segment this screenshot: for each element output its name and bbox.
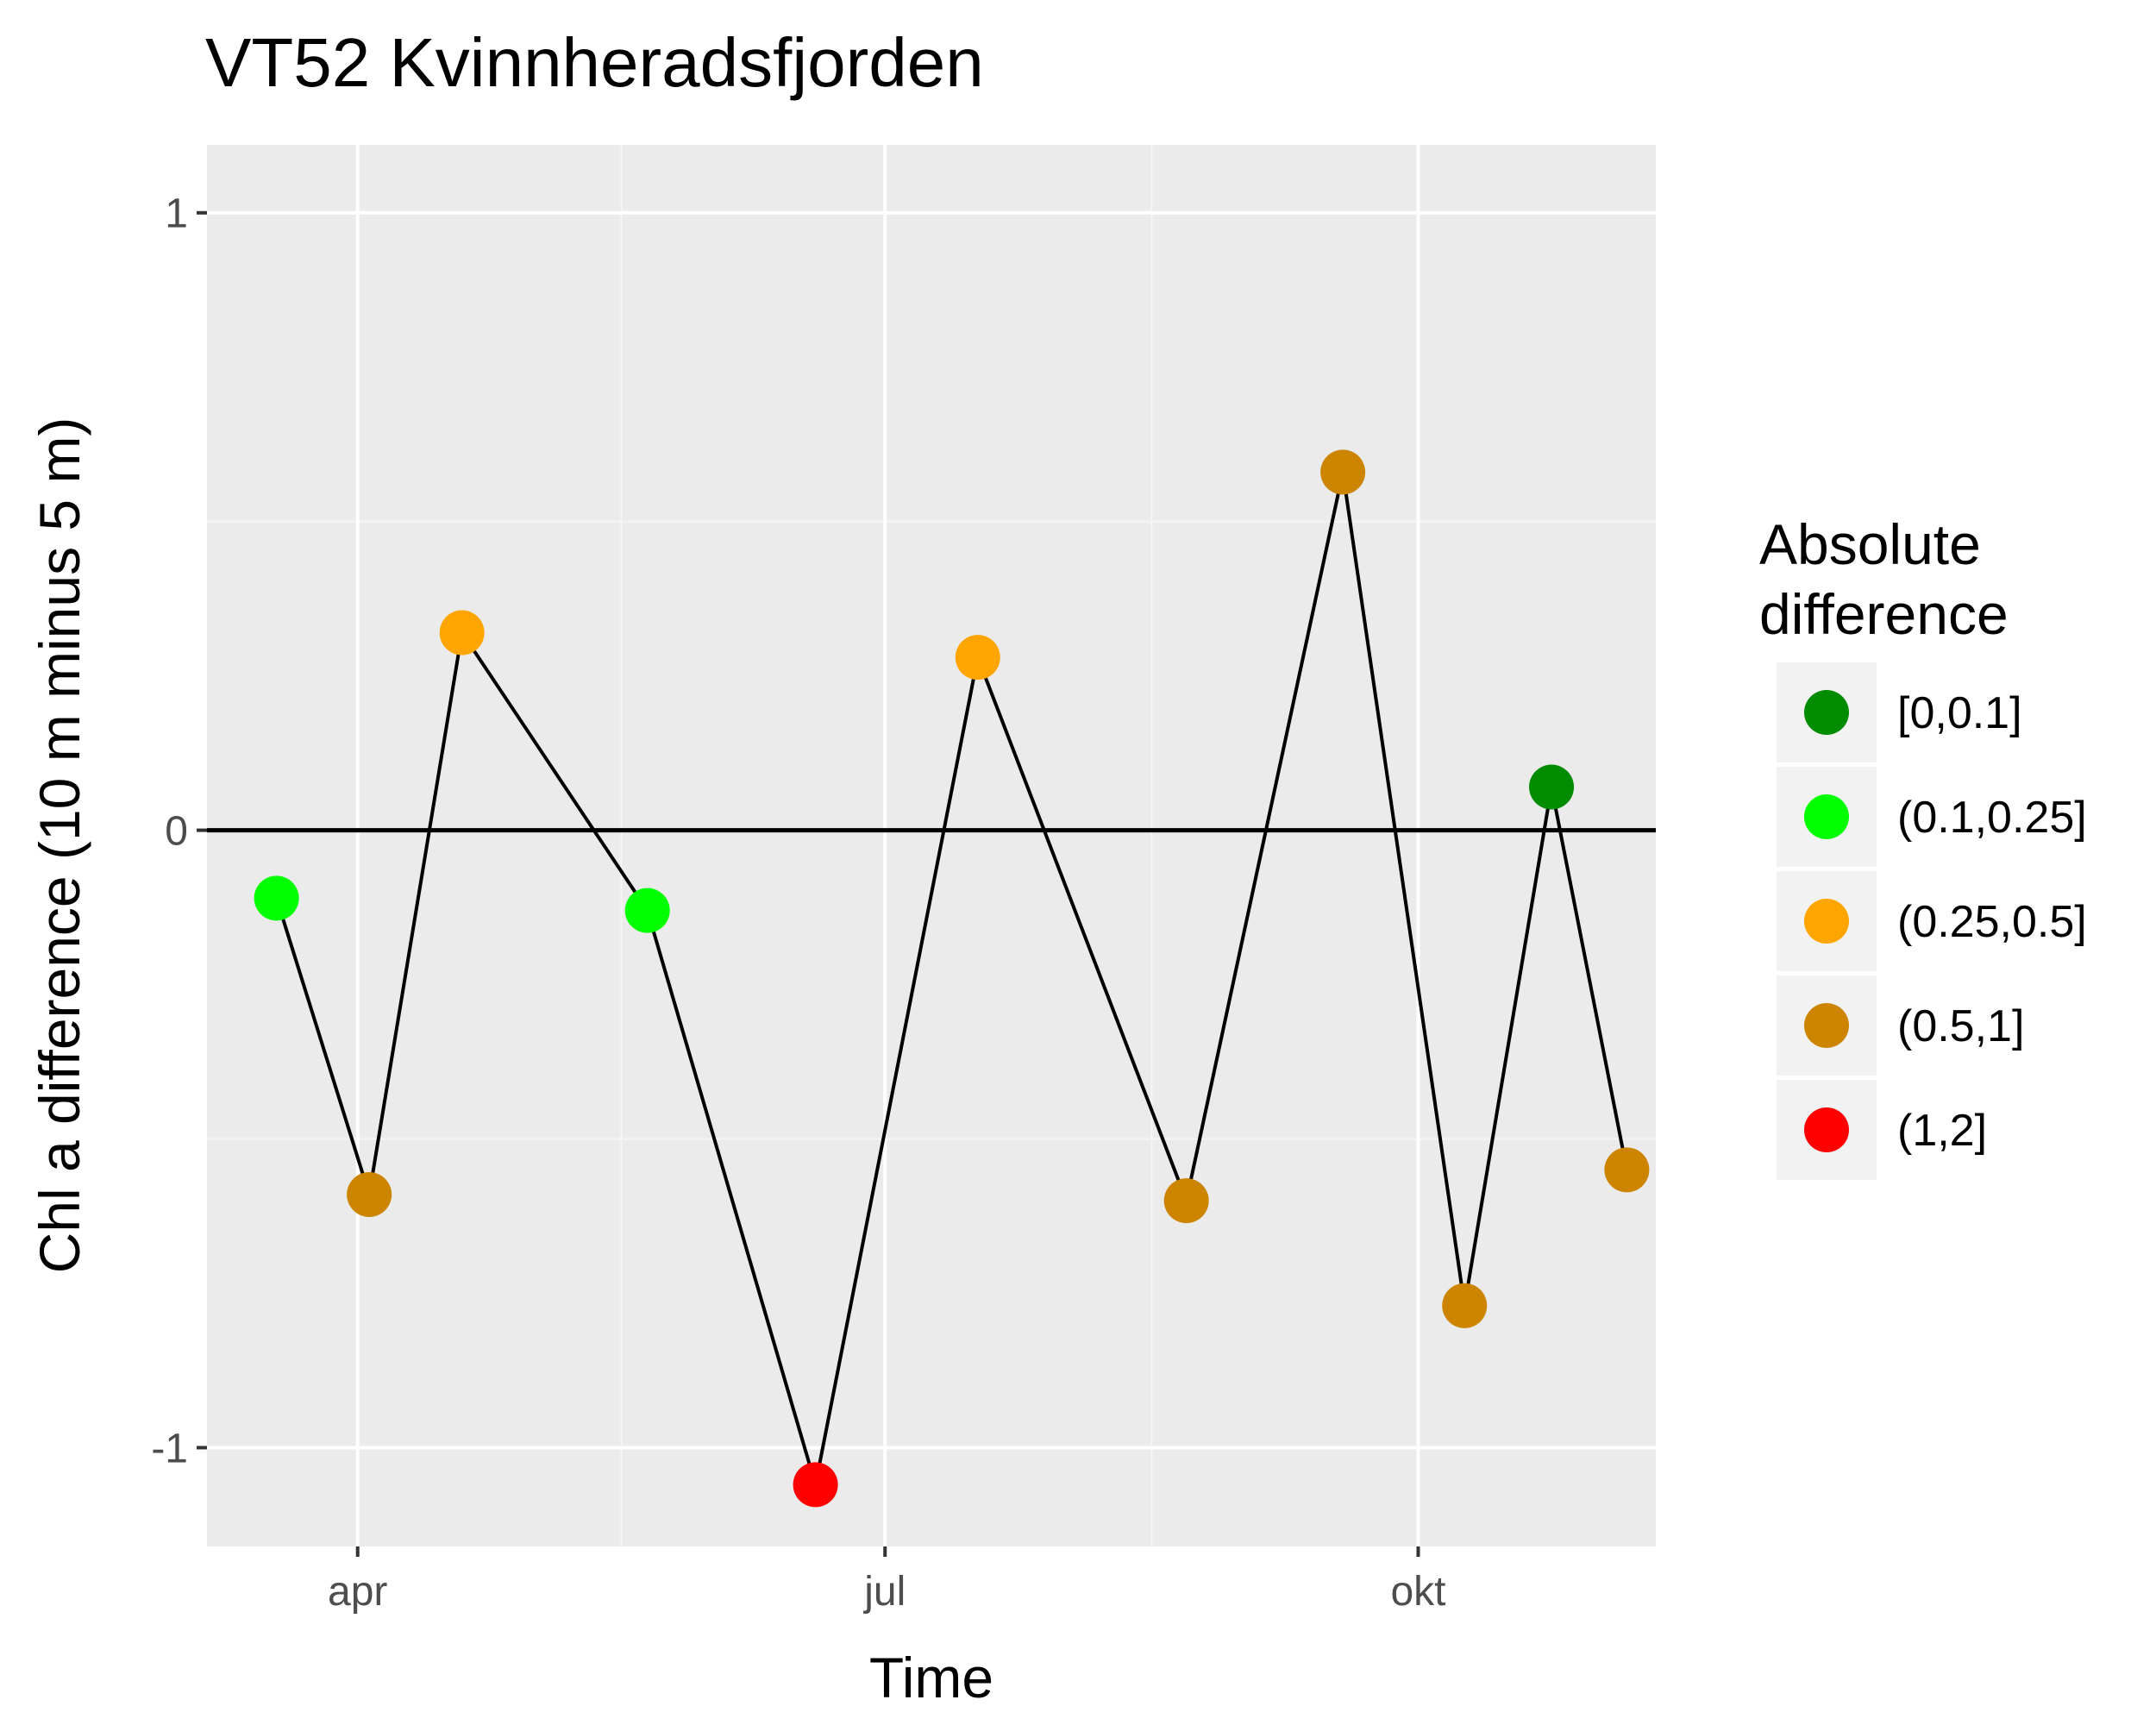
data-point	[955, 635, 1000, 681]
x-axis-title: Time	[869, 1646, 993, 1709]
legend-title-line-2: difference	[1759, 582, 2009, 646]
data-point	[439, 610, 485, 656]
data-point	[793, 1462, 838, 1508]
legend-entry-label: (1,2]	[1897, 1106, 1987, 1156]
line-segment	[1341, 472, 1467, 1307]
data-point	[254, 875, 299, 921]
legend-key-swatch	[1804, 899, 1849, 944]
data-point	[1529, 764, 1575, 810]
data-point	[347, 1171, 392, 1217]
line-segment	[1184, 471, 1345, 1201]
line-segment	[645, 910, 818, 1485]
x-tick-label: okt	[1390, 1569, 1445, 1615]
plot-panel	[207, 145, 1656, 1546]
legend-key-swatch	[1804, 690, 1849, 735]
legend-title-line-1: Absolute	[1759, 512, 1981, 576]
x-axis: apr jul okt	[328, 1546, 1445, 1615]
data-point	[1604, 1147, 1650, 1193]
line-segment	[1463, 787, 1554, 1307]
legend: Absolute difference [0,0.1] (0.1,0.25] (0.…	[1759, 512, 2087, 1180]
series-points	[254, 449, 1650, 1508]
legend-key-swatch	[1804, 794, 1849, 839]
y-tick-label: 1	[165, 191, 188, 237]
legend-key-swatch	[1804, 1003, 1849, 1048]
line-segment	[367, 632, 464, 1195]
line-segment	[975, 656, 1188, 1201]
x-tick-label: apr	[328, 1569, 387, 1615]
legend-entry-label: [0,0.1]	[1897, 688, 2022, 738]
line-segment	[813, 656, 980, 1485]
data-point	[1320, 449, 1366, 495]
legend-entries: [0,0.1] (0.1,0.25] (0.25,0.5] (0.5,1] (1,2]	[1777, 662, 2087, 1180]
y-tick-label: -1	[151, 1426, 188, 1471]
legend-entry-label: (0.5,1]	[1897, 1001, 2024, 1051]
y-axis: -1 0 1	[151, 191, 207, 1471]
line-segment	[274, 897, 372, 1195]
grid-minor	[207, 145, 1656, 1546]
legend-entry-label: (0.1,0.25]	[1897, 793, 2087, 843]
data-point	[624, 888, 670, 933]
series-line	[274, 471, 1629, 1485]
x-tick-label: jul	[862, 1569, 906, 1615]
chart-title: VT52 Kvinnheradsfjorden	[205, 24, 984, 101]
data-point	[1442, 1283, 1488, 1328]
line-segment	[1550, 787, 1629, 1170]
line-segment	[461, 631, 649, 912]
y-tick-label: 0	[165, 809, 188, 855]
legend-key-swatch	[1804, 1107, 1849, 1152]
legend-entry-label: (0.25,0.5]	[1897, 897, 2087, 947]
y-axis-title: Chl a difference (10 m minus 5 m)	[28, 417, 91, 1274]
data-point	[1163, 1178, 1209, 1224]
